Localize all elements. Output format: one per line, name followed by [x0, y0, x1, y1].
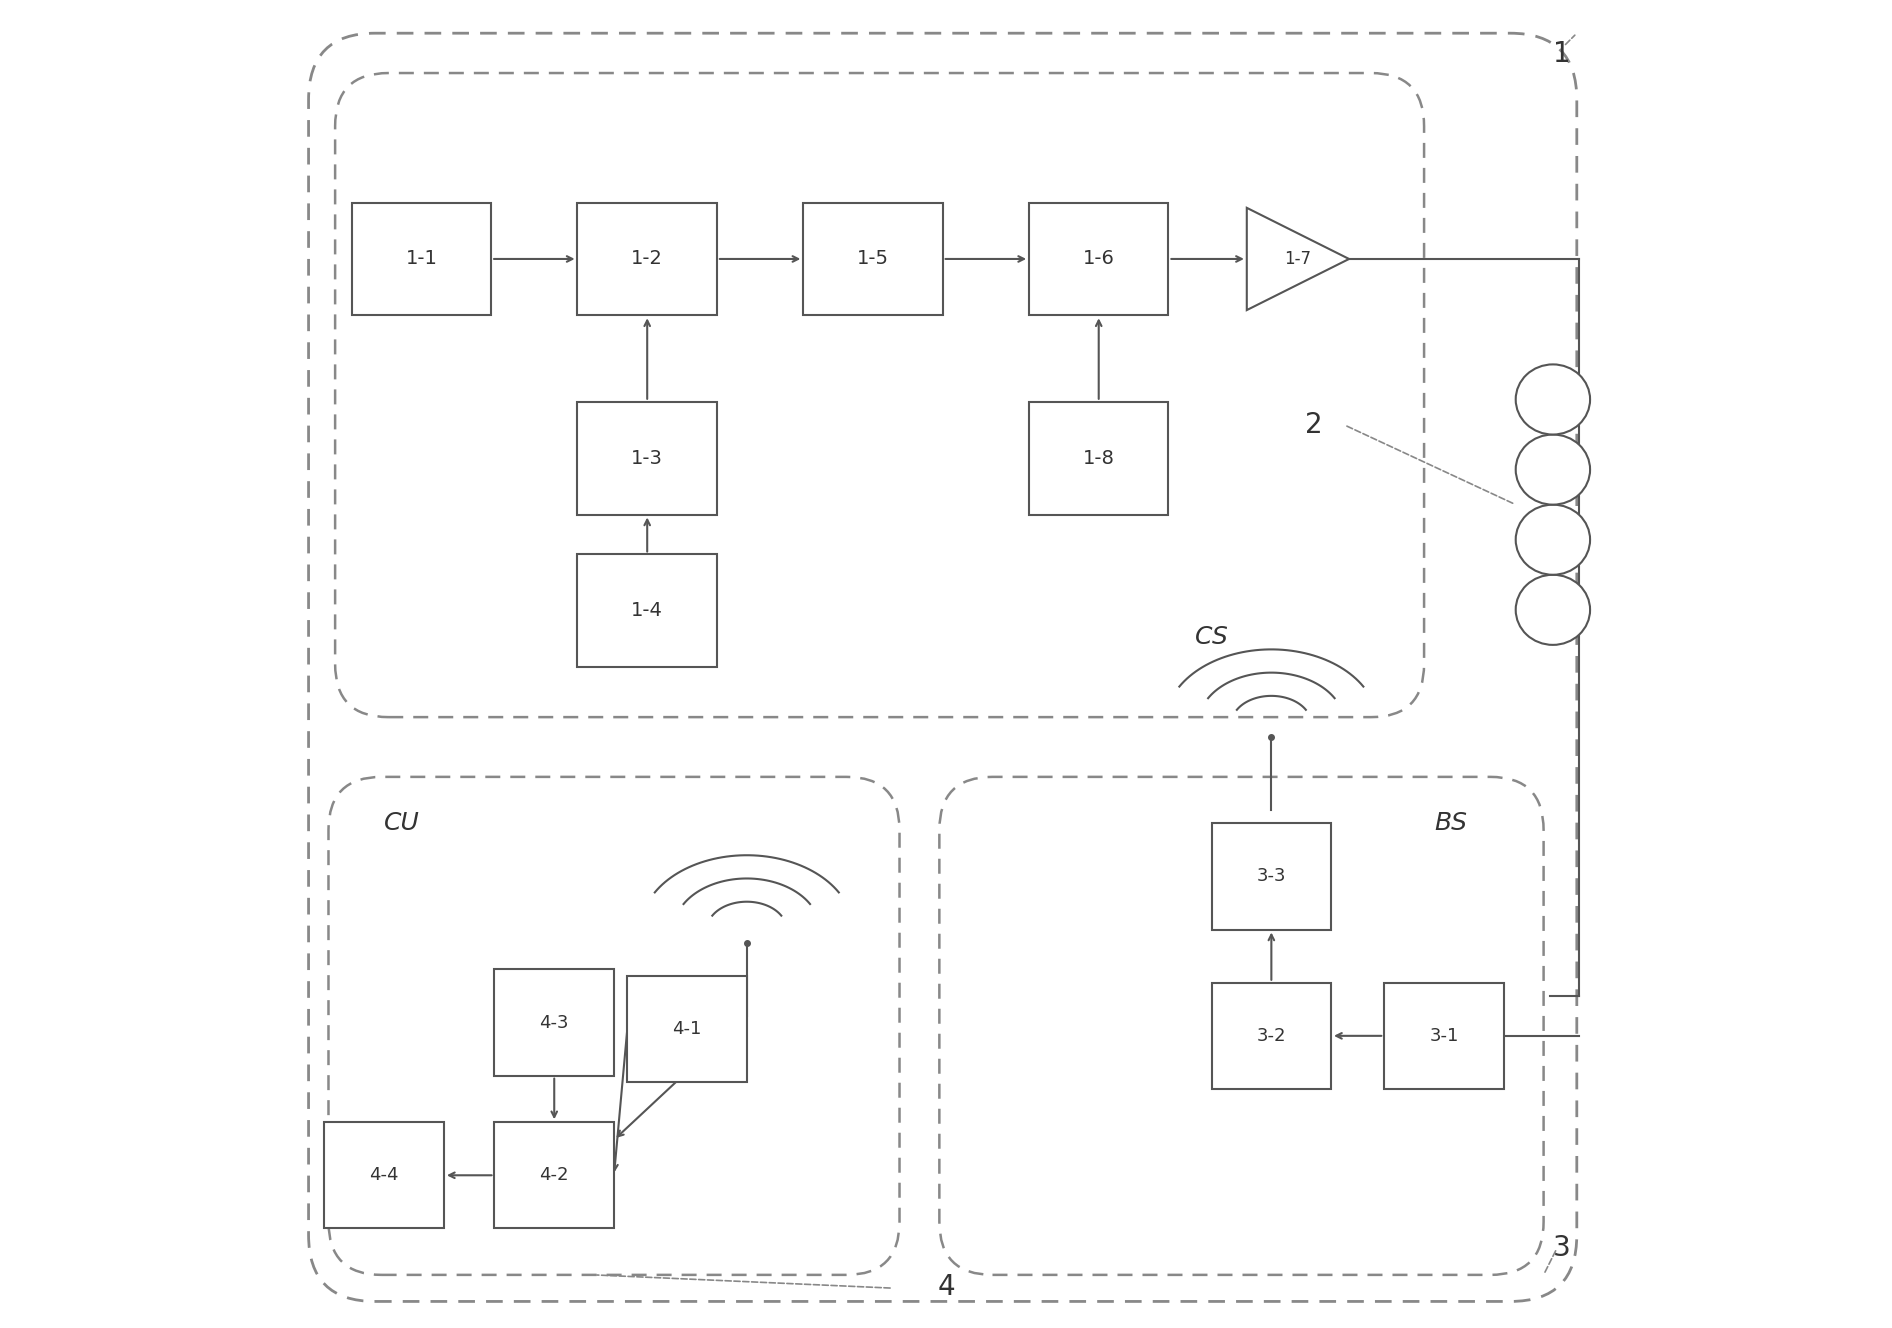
FancyBboxPatch shape: [577, 402, 717, 515]
Text: CU: CU: [384, 811, 420, 835]
Text: 3: 3: [1553, 1234, 1570, 1262]
Text: 4-4: 4-4: [369, 1166, 399, 1185]
Text: 1-7: 1-7: [1285, 250, 1311, 268]
Ellipse shape: [1515, 505, 1589, 575]
Text: 1-1: 1-1: [405, 250, 437, 268]
Text: 1-8: 1-8: [1082, 449, 1114, 467]
Text: 1-2: 1-2: [632, 250, 662, 268]
Text: 4-2: 4-2: [539, 1166, 569, 1185]
Text: 3-2: 3-2: [1256, 1027, 1287, 1045]
Ellipse shape: [1515, 434, 1589, 505]
Text: 4-3: 4-3: [539, 1013, 569, 1032]
Text: 1-5: 1-5: [857, 250, 889, 268]
Text: 1-3: 1-3: [632, 449, 662, 467]
Text: 1-6: 1-6: [1082, 250, 1114, 268]
Text: 3-3: 3-3: [1256, 867, 1287, 886]
Text: 4: 4: [937, 1274, 955, 1301]
FancyBboxPatch shape: [804, 203, 942, 316]
FancyBboxPatch shape: [1029, 402, 1169, 515]
Text: CS: CS: [1194, 625, 1228, 649]
Ellipse shape: [1515, 364, 1589, 434]
Text: 1-4: 1-4: [632, 602, 662, 620]
FancyBboxPatch shape: [628, 976, 747, 1082]
FancyBboxPatch shape: [1385, 983, 1504, 1089]
FancyBboxPatch shape: [352, 203, 492, 316]
Ellipse shape: [1515, 575, 1589, 645]
FancyBboxPatch shape: [325, 1122, 445, 1228]
FancyBboxPatch shape: [577, 555, 717, 667]
FancyBboxPatch shape: [577, 203, 717, 316]
FancyBboxPatch shape: [494, 969, 615, 1076]
Text: 4-1: 4-1: [672, 1020, 702, 1038]
FancyBboxPatch shape: [494, 1122, 615, 1228]
FancyBboxPatch shape: [1211, 983, 1332, 1089]
FancyBboxPatch shape: [1211, 823, 1332, 930]
Text: 2: 2: [1305, 410, 1323, 440]
Text: 1: 1: [1553, 40, 1570, 68]
Text: 3-1: 3-1: [1428, 1027, 1459, 1045]
Polygon shape: [1247, 208, 1349, 311]
Text: BS: BS: [1434, 811, 1466, 835]
FancyBboxPatch shape: [1029, 203, 1169, 316]
